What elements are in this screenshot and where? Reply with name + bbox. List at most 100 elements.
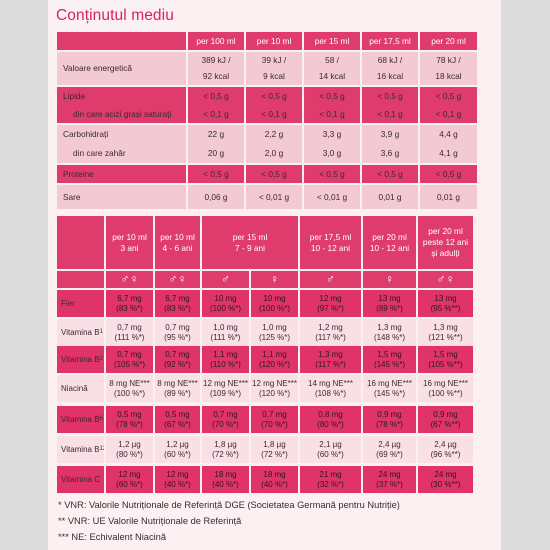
cell-line: (60 %*) [317, 449, 344, 459]
table2-cell: 1,1 mg (110 %*) [202, 346, 249, 373]
cell-line: 1,5 mg [433, 349, 458, 359]
cell-line: 20 g [207, 148, 225, 158]
cell-line: (105 %**) [428, 359, 463, 369]
table2-cell: 12 mg (60 %*) [106, 466, 153, 493]
cell-line: 9 kcal [263, 71, 285, 82]
cell-line: (111 %*) [210, 332, 241, 342]
row-label: Vitamina C [61, 475, 100, 484]
table1-row-label: Valoare energetică [57, 52, 186, 85]
cell-line: (60 %*) [164, 449, 191, 459]
cell-line: 2,4 µg [434, 439, 457, 449]
cell-line: 2,0 g [264, 148, 284, 158]
gender-symbol: ♀ [363, 271, 416, 288]
table2-cell: 1,8 µg (72 %*) [202, 436, 249, 463]
cell-line: (67 %*) [164, 419, 191, 429]
cell-line: 1,0 mg [262, 322, 287, 332]
cell-line: < 0,5 g [261, 90, 287, 101]
cell-line: 12 mg NE*** [252, 378, 297, 388]
table2-cell: 14 mg NE*** (108 %*) [300, 375, 361, 402]
cell-line: 13 mg [434, 293, 457, 303]
cell-line: 8 mg NE*** [109, 378, 150, 388]
table2-header: per 15 ml 7 - 9 ani [202, 216, 298, 269]
table2-cell: 0,7 mg (111 %*) [106, 319, 153, 346]
table2-cell: 1,2 µg (80 %*) [106, 436, 153, 463]
table1-row-label: Sare [57, 185, 186, 209]
cell-line: 1,1 mg [262, 349, 287, 359]
table1-header: per 15 ml [304, 32, 360, 50]
cell-line: 16 mg NE*** [367, 378, 412, 388]
cell-line: 3,0 g [322, 148, 342, 158]
table1-row-label: Proteine [57, 165, 186, 183]
cell-line: < 0,5 g [435, 90, 462, 101]
cell-line: 0,7 mg [262, 409, 287, 419]
cell-line: (120 %*) [258, 388, 291, 398]
cell-line: < 0,5 g [203, 90, 229, 101]
table2-cell: 13 mg (95 %**) [418, 290, 473, 317]
table2-gender-corner [57, 271, 104, 288]
table2-cell: 0,7 mg (70 %*) [251, 406, 298, 433]
table1-header: per 17,5 ml [362, 32, 418, 50]
row-label: Carbohidrați [63, 129, 109, 139]
table1-header: per 20 ml [420, 32, 477, 50]
header-line: 7 - 9 ani [235, 242, 265, 253]
cell-line: 4,1 g [439, 148, 458, 158]
table2-cell: 1,5 mg (145 %*) [363, 346, 416, 373]
cell-line: 58 / [325, 54, 339, 65]
table1-cell: 68 kJ / 16 kcal [362, 52, 418, 85]
row-label-subscript: 1 [99, 329, 103, 335]
table1-cell: < 0,5 g [304, 165, 360, 183]
table1-row-label: Carbohidrați din care zahăr [57, 125, 186, 163]
cell-line: (83 %*) [116, 303, 143, 313]
table1-row-label: Lipide din care acizi grași saturați [57, 87, 186, 123]
table1-cell: 58 / 14 kcal [304, 52, 360, 85]
cell-line: 18 kcal [435, 71, 462, 82]
table2-cell: 1,8 µg (72 %*) [251, 436, 298, 463]
table2-cell: 2,4 µg (69 %*) [363, 436, 416, 463]
cell-line: (95 %*) [164, 332, 191, 342]
cell-line: 0,9 mg [433, 409, 458, 419]
table2-cell: 12 mg NE*** (120 %*) [251, 375, 298, 402]
table2-cell: 0,5 mg (78 %*) [106, 406, 153, 433]
cell-line: < 0,1 g [319, 108, 345, 119]
table1-cell: < 0,5 g < 0,1 g [188, 87, 244, 123]
cell-line: 0,8 mg [318, 409, 343, 419]
cell-line: 0,7 mg [117, 349, 142, 359]
cell-line: (117 %*) [315, 332, 346, 342]
cell-line: (69 %*) [376, 449, 403, 459]
header-line: per 10 ml [112, 231, 147, 242]
footnote-2: ** VNR: UE Valorile Nutriționale de Refe… [58, 516, 242, 526]
cell-line: (121 %**) [428, 332, 463, 342]
cell-line: 0,5 mg [165, 409, 190, 419]
table2-cell: 0,5 mg (67 %*) [155, 406, 200, 433]
header-line: per 20 ml [428, 226, 463, 236]
cell-line: 12 mg [118, 469, 141, 479]
cell-line: (89 %*) [376, 303, 403, 313]
cell-line: (40 %*) [212, 479, 239, 489]
table1-cell: < 0,01 g [304, 185, 360, 209]
row-label: Fier [61, 299, 75, 308]
cell-line: 78 kJ / [436, 54, 461, 65]
header-line: și adulți [431, 248, 460, 258]
cell-line: 92 kcal [202, 71, 230, 82]
row-label: Vitamina B [61, 328, 100, 337]
row-sublabel: din care acizi grași saturați [73, 108, 172, 119]
table2-header: per 10 ml 3 ani [106, 216, 153, 269]
table2-cell: 0,7 mg (92 %*) [155, 346, 200, 373]
cell-line: 1,3 mg [377, 322, 402, 332]
cell-line: < 0,5 g [319, 90, 345, 101]
cell-line: < 0,1 g [435, 108, 462, 119]
cell-line: < 0,1 g [377, 108, 403, 119]
table2-cell: 6,7 mg (83 %*) [106, 290, 153, 317]
header-line: per 10 ml [160, 231, 195, 242]
table1-cell: < 0,5 g [246, 165, 302, 183]
table2-cell: 0,8 mg (80 %*) [300, 406, 361, 433]
table2-cell: 0,7 mg (95 %*) [155, 319, 200, 346]
cell-line: (105 %*) [113, 359, 146, 369]
header-line: per 17,5 ml [309, 231, 352, 242]
table2-cell: 8 mg NE*** (100 %*) [106, 375, 153, 402]
cell-line: (125 %*) [258, 332, 291, 342]
cell-line: 3,9 g [380, 129, 400, 139]
